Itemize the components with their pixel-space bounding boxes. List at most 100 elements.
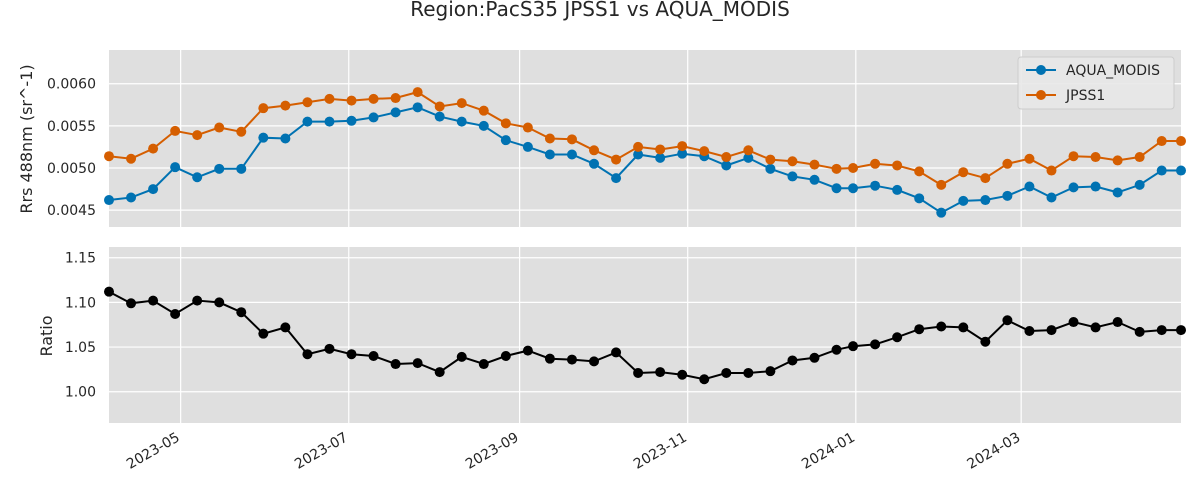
rrs-point-aqua-modis	[655, 152, 666, 163]
rrs-point-jpss1	[1024, 153, 1035, 164]
ratio-point-ratio	[892, 332, 903, 343]
ratio-line-ratio	[108, 290, 1181, 381]
ratio-point-ratio	[1068, 317, 1079, 328]
rrs-point-jpss1	[390, 93, 401, 104]
rrs-y-tick-label: 0.0045	[47, 203, 96, 219]
ratio-y-tick-label: 1.10	[65, 295, 96, 311]
ratio-y-tick-label: 1.00	[65, 385, 96, 401]
rrs-point-jpss1	[1112, 155, 1123, 166]
legend-label-aqua-modis: AQUA_MODIS	[1066, 63, 1160, 79]
rrs-point-aqua-modis	[126, 192, 137, 203]
ratio-point-ratio	[743, 367, 754, 378]
ratio-panel: 1.00 1.05 1.10 1.15 Ratio	[37, 247, 1186, 423]
rrs-point-aqua-modis	[434, 111, 445, 122]
rrs-point-jpss1	[1090, 152, 1101, 163]
ratio-point-ratio	[368, 350, 379, 361]
rrs-point-aqua-modis	[390, 107, 401, 118]
ratio-point-ratio	[456, 351, 467, 362]
rrs-point-aqua-modis	[368, 112, 379, 123]
rrs-point-aqua-modis	[809, 174, 820, 185]
rrs-point-jpss1	[236, 126, 247, 137]
x-tick-label: 2023-11	[631, 430, 690, 473]
ratio-point-ratio	[980, 336, 991, 347]
rrs-point-jpss1	[324, 93, 335, 104]
x-tick-label: 2024-03	[965, 430, 1024, 473]
x-axis-ticks: 2023-05 2023-07 2023-09 2023-11 2024-01 2024-…	[124, 430, 1023, 473]
rrs-point-jpss1	[192, 130, 203, 141]
rrs-point-jpss1	[412, 87, 423, 98]
x-tick-label: 2023-07	[292, 430, 351, 473]
rrs-point-aqua-modis	[346, 115, 357, 126]
ratio-series	[104, 286, 1186, 385]
rrs-point-jpss1	[1134, 152, 1145, 163]
rrs-point-jpss1	[721, 152, 732, 163]
rrs-point-aqua-modis	[611, 173, 622, 184]
rrs-point-jpss1	[148, 143, 159, 154]
ratio-point-ratio	[1176, 325, 1186, 336]
rrs-point-aqua-modis	[1046, 192, 1057, 203]
rrs-point-aqua-modis	[500, 135, 511, 146]
rrs-point-jpss1	[892, 160, 903, 171]
ratio-grid	[109, 247, 1181, 423]
rrs-point-aqua-modis	[721, 160, 732, 171]
rrs-point-aqua-modis	[892, 184, 903, 195]
rrs-point-aqua-modis	[258, 132, 269, 143]
rrs-point-aqua-modis	[302, 116, 313, 127]
ratio-point-ratio	[434, 367, 445, 378]
ratio-point-ratio	[914, 324, 925, 335]
rrs-y-ticks: 0.0045 0.0050 0.0055 0.0060	[47, 77, 96, 219]
rrs-point-aqua-modis	[456, 116, 467, 127]
ratio-point-ratio	[1090, 322, 1101, 333]
rrs-point-jpss1	[368, 93, 379, 104]
ratio-point-ratio	[589, 356, 600, 367]
ratio-point-ratio	[302, 349, 313, 360]
rrs-point-jpss1	[258, 103, 269, 114]
ratio-point-ratio	[1156, 325, 1167, 336]
ratio-point-ratio	[721, 367, 732, 378]
rrs-point-jpss1	[302, 97, 313, 108]
rrs-point-aqua-modis	[236, 163, 247, 174]
rrs-point-aqua-modis	[412, 102, 423, 113]
chart-title: Region:PacS35 JPSS1 vs AQUA_MODIS	[410, 0, 790, 21]
rrs-point-jpss1	[126, 153, 137, 164]
ratio-point-ratio	[214, 297, 225, 308]
rrs-point-aqua-modis	[522, 141, 533, 152]
ratio-point-ratio	[958, 322, 969, 333]
rrs-point-aqua-modis	[1176, 165, 1186, 176]
rrs-point-aqua-modis	[677, 148, 688, 159]
x-tick-label: 2024-01	[799, 430, 858, 473]
rrs-point-jpss1	[870, 158, 881, 169]
rrs-point-jpss1	[611, 154, 622, 165]
ratio-panel-background	[109, 247, 1181, 423]
rrs-point-aqua-modis	[192, 172, 203, 183]
rrs-point-aqua-modis	[589, 158, 600, 169]
rrs-point-aqua-modis	[148, 184, 159, 195]
rrs-point-aqua-modis	[214, 163, 225, 174]
ratio-point-ratio	[1002, 315, 1013, 326]
ratio-point-ratio	[390, 359, 401, 370]
rrs-point-aqua-modis	[1134, 179, 1145, 190]
rrs-point-aqua-modis	[633, 149, 644, 160]
ratio-point-ratio	[478, 359, 489, 370]
x-tick-label: 2023-09	[463, 430, 522, 473]
rrs-grid	[109, 50, 1181, 227]
ratio-point-ratio	[148, 295, 159, 306]
ratio-point-ratio	[500, 350, 511, 361]
ratio-point-ratio	[611, 347, 622, 358]
rrs-point-aqua-modis	[787, 171, 798, 182]
rrs-panel: 0.0045 0.0050 0.0055 0.0060 Rrs 488nm (sr^-…	[17, 50, 1186, 227]
ratio-point-ratio	[787, 355, 798, 366]
rrs-point-jpss1	[699, 146, 710, 157]
rrs-point-jpss1	[1046, 165, 1057, 176]
rrs-point-aqua-modis	[848, 183, 859, 194]
ratio-point-ratio	[765, 366, 776, 377]
ratio-point-ratio	[280, 322, 291, 333]
rrs-point-aqua-modis	[936, 207, 947, 218]
ratio-point-ratio	[544, 353, 555, 364]
rrs-point-aqua-modis	[324, 116, 335, 127]
ratio-y-tick-label: 1.15	[65, 251, 96, 267]
rrs-y-axis-label: Rrs 488nm (sr^-1)	[17, 64, 36, 213]
ratio-point-ratio	[1046, 325, 1057, 336]
rrs-point-jpss1	[787, 156, 798, 167]
